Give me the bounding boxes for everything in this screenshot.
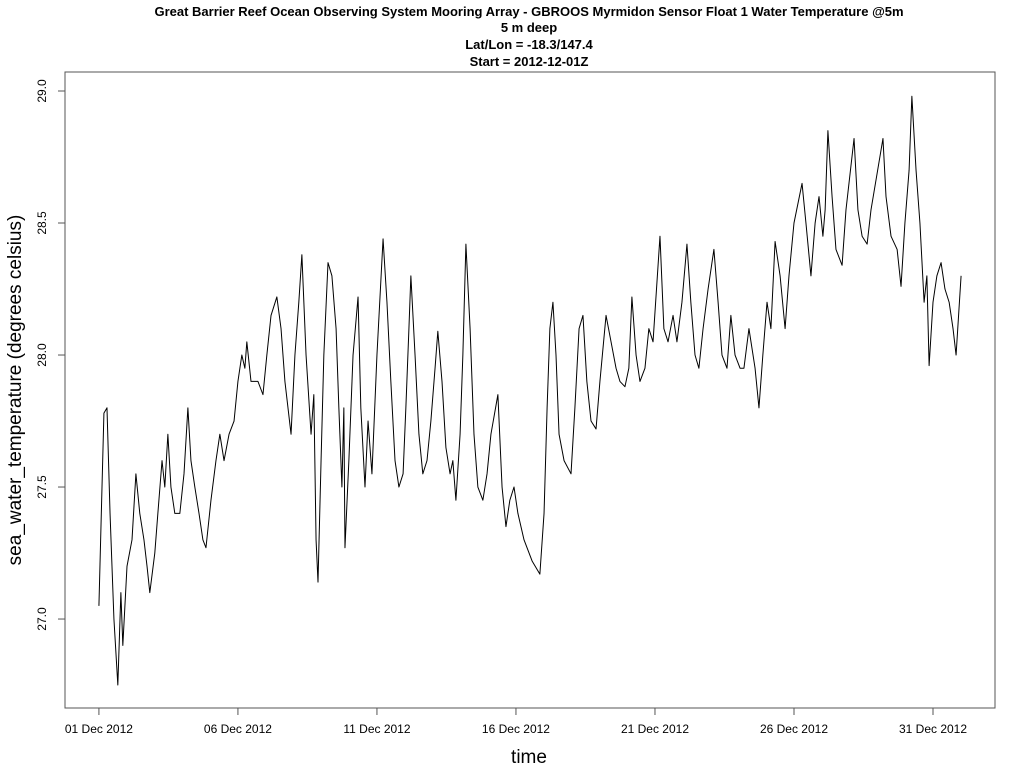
x-tick-label: 21 Dec 2012 xyxy=(621,722,689,736)
chart-title: Great Barrier Reef Ocean Observing Syste… xyxy=(154,4,903,19)
x-tick-label: 01 Dec 2012 xyxy=(65,722,133,736)
y-tick-label: 27.0 xyxy=(35,607,49,631)
y-tick-label: 29.0 xyxy=(35,79,49,103)
y-tick-label: 27.5 xyxy=(35,475,49,499)
x-tick-label: 26 Dec 2012 xyxy=(760,722,828,736)
x-tick-label: 31 Dec 2012 xyxy=(899,722,967,736)
plot-frame xyxy=(64,71,996,709)
x-axis-label: time xyxy=(511,747,547,768)
x-tick-label: 11 Dec 2012 xyxy=(343,722,410,736)
data-line xyxy=(98,95,962,686)
y-tick-label: 28.5 xyxy=(35,211,49,235)
x-tick-label: 16 Dec 2012 xyxy=(482,722,550,736)
y-axis-label: sea_water_temperature (degrees celsius) xyxy=(5,215,26,566)
chart-subtitle: 5 m deep xyxy=(501,20,557,35)
chart-subtitle: Lat/Lon = -18.3/147.4 xyxy=(465,37,593,52)
y-tick-label: 28.0 xyxy=(35,343,49,367)
chart-subtitle: Start = 2012-12-01Z xyxy=(470,54,589,69)
x-tick-label: 06 Dec 2012 xyxy=(204,722,272,736)
